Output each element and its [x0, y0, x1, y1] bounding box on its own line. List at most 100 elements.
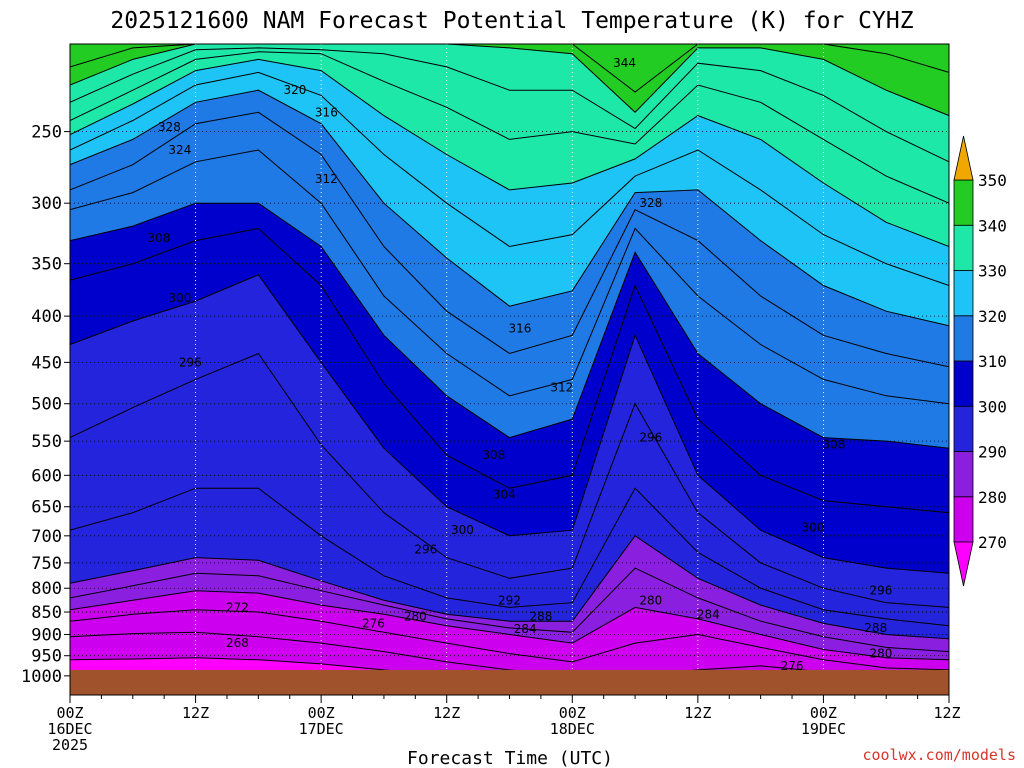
y-tick-label-450: 450	[31, 353, 62, 373]
isentrope-284	[70, 567, 949, 653]
theta-band-330	[70, 51, 949, 247]
colorbar-label-310: 310	[978, 352, 1007, 371]
chart-title: 2025121600 NAM Forecast Potential Temper…	[110, 8, 913, 34]
contour-label-284: 284	[514, 622, 537, 636]
contour-label-296: 296	[179, 355, 202, 369]
y-tick-label-650: 650	[31, 498, 62, 518]
theta-band-290	[70, 488, 949, 639]
colorbar: 270 280 290 300 310 320 330 340 350	[953, 135, 1007, 587]
contour-label-288: 288	[864, 621, 887, 635]
isentrope-312	[70, 149, 949, 405]
y-tick-label-400: 400	[31, 307, 62, 327]
colorbar-label-340: 340	[978, 216, 1007, 235]
x-tick-label-60-0: 12Z	[684, 704, 711, 722]
x-tick-label-48-0: 00Z	[559, 704, 586, 722]
colorbar-segment-310	[953, 315, 974, 362]
contour-label-316: 316	[509, 322, 532, 336]
contour-label-272: 272	[226, 600, 249, 614]
y-tick-label-600: 600	[31, 466, 62, 486]
y-tick-label-750: 750	[31, 554, 62, 574]
contour-label-268: 268	[226, 636, 249, 650]
isentrope-296	[70, 352, 949, 608]
x-tick-label-0-2: 2025	[52, 736, 88, 754]
contour-label-300: 300	[802, 520, 825, 534]
isentrope-316	[70, 111, 949, 368]
contour-label-288: 288	[529, 610, 552, 624]
theta-band-314	[70, 112, 949, 404]
contour-label-280: 280	[639, 593, 662, 607]
x-tick-label-0-1: 16DEC	[47, 720, 92, 738]
x-tick-label-12-0: 12Z	[182, 704, 209, 722]
isentrope-292	[70, 487, 949, 627]
y-tick-label-850: 850	[31, 603, 62, 623]
x-tick-label-24-0: 00Z	[308, 704, 335, 722]
colorbar-segment-270	[953, 496, 974, 543]
colorbar-bottom-arrow	[953, 541, 974, 587]
x-tick-label-36-0: 12Z	[433, 704, 460, 722]
y-axis: 2503003504004505005506006507007508008509…	[21, 123, 70, 687]
credit-text: coolwx.com/models	[862, 746, 1016, 764]
colorbar-segment-290	[953, 405, 974, 452]
contour-label-280: 280	[404, 610, 427, 624]
colorbar-top-arrow	[953, 135, 974, 181]
isentrope-308	[70, 202, 949, 449]
contour-label-300: 300	[451, 523, 474, 537]
colorbar-segment-330	[953, 224, 974, 271]
contour-label-308: 308	[482, 448, 505, 462]
ground-layer	[70, 669, 949, 695]
theta-band-278	[70, 590, 949, 670]
colorbar-label-330: 330	[978, 262, 1007, 281]
contour-label-316: 316	[315, 105, 338, 119]
theta-band-342	[70, 44, 949, 116]
ground-rect	[70, 669, 949, 695]
contour-label-296: 296	[414, 543, 437, 557]
isentrope-328	[70, 58, 949, 247]
colorbar-label-290: 290	[978, 443, 1007, 462]
colorbar-label-300: 300	[978, 397, 1007, 416]
isentrope-lines	[70, 44, 949, 681]
isentrope-324	[70, 71, 949, 286]
colorbar-segment-300	[953, 360, 974, 407]
isentrope-332	[70, 51, 949, 204]
theta-band-326	[70, 59, 949, 286]
contour-label-276: 276	[781, 659, 804, 673]
x-tick-label-0-0: 00Z	[56, 704, 83, 722]
y-tick-label-1000: 1000	[21, 667, 62, 687]
theta-band-294	[70, 353, 949, 626]
contour-label-312: 312	[315, 172, 338, 186]
x-tick-label-48-1: 18DEC	[550, 720, 595, 738]
colorbar-label-280: 280	[978, 488, 1007, 507]
theta-band-302	[70, 228, 949, 574]
isentrope-320	[70, 89, 949, 327]
theta-band-274	[70, 609, 949, 676]
y-tick-label-950: 950	[31, 647, 62, 667]
isentrope-340	[70, 44, 949, 117]
y-tick-label-250: 250	[31, 123, 62, 143]
y-tick-label-900: 900	[31, 625, 62, 645]
x-tick-label-24-1: 17DEC	[299, 720, 344, 738]
theta-band-286	[70, 535, 949, 652]
y-tick-label-500: 500	[31, 395, 62, 415]
theta-band-318	[70, 90, 949, 367]
contour-label-328: 328	[158, 120, 181, 134]
colorbar-label-320: 320	[978, 307, 1007, 326]
y-tick-label-800: 800	[31, 579, 62, 599]
colorbar-segment-340	[953, 179, 974, 226]
y-tick-label-700: 700	[31, 527, 62, 547]
isentrope-288	[70, 535, 949, 640]
theta-band-347	[70, 44, 949, 92]
isentrope-304	[70, 227, 949, 514]
y-tick-label-550: 550	[31, 432, 62, 452]
contour-label-308: 308	[822, 438, 845, 452]
colorbar-label-350: 350	[978, 171, 1007, 190]
contour-label-304: 304	[493, 487, 516, 501]
theta-band-298	[70, 274, 949, 608]
x-tick-label-72-1: 19DEC	[801, 720, 846, 738]
theta-band-334	[70, 47, 949, 204]
theta-band-282	[70, 568, 949, 660]
colorbar-label-270: 270	[978, 533, 1007, 552]
x-axis-label: Forecast Time (UTC)	[407, 748, 613, 768]
x-tick-label-84-0: 12Z	[933, 704, 960, 722]
